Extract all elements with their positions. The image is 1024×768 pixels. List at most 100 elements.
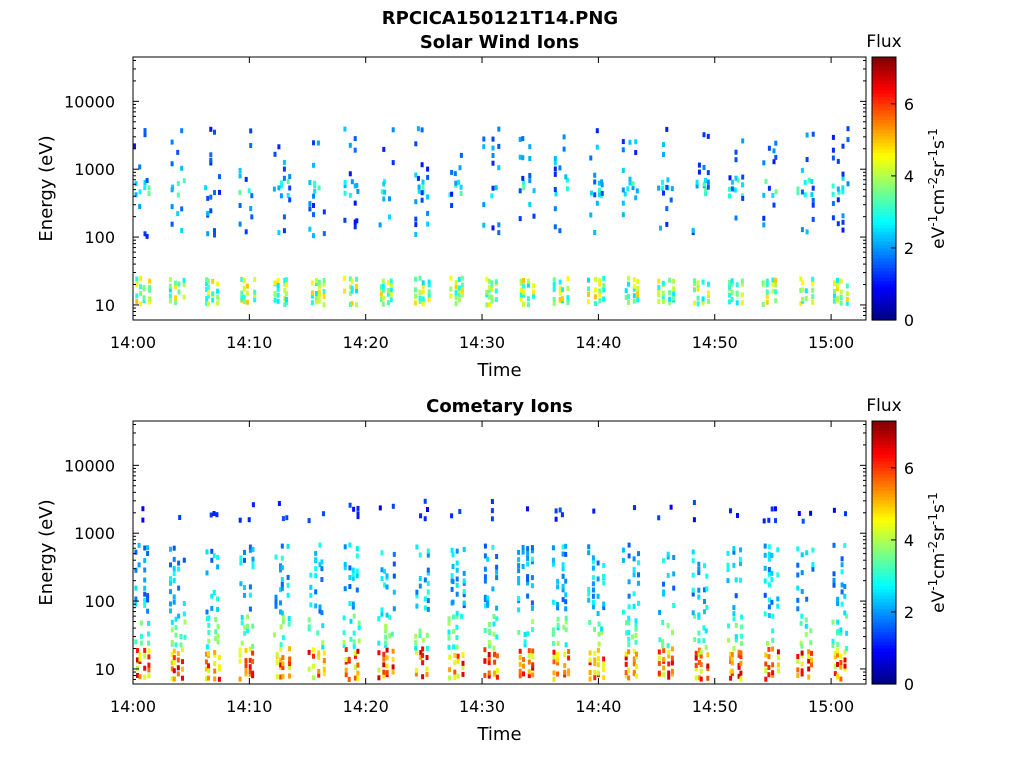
colorbar-step bbox=[872, 237, 896, 242]
heatmap-cell bbox=[240, 290, 244, 296]
heatmap-cell bbox=[632, 277, 636, 283]
heatmap-cell bbox=[383, 568, 387, 574]
heatmap-cell bbox=[356, 511, 360, 517]
plot-frame bbox=[132, 420, 867, 685]
heatmap-cell bbox=[485, 276, 489, 282]
heatmap-cell bbox=[213, 232, 216, 238]
heatmap-cell bbox=[593, 657, 597, 663]
panel-title: Cometary Ions bbox=[426, 396, 573, 417]
colorbar-step bbox=[872, 552, 896, 557]
colorbar-step bbox=[872, 585, 896, 590]
heatmap-cell bbox=[414, 232, 418, 237]
heatmap-cell bbox=[598, 277, 602, 283]
heatmap-cell bbox=[421, 184, 425, 190]
heatmap-cell bbox=[391, 160, 395, 166]
heatmap-cell bbox=[172, 566, 176, 572]
heatmap-cell bbox=[563, 669, 567, 675]
heatmap-cell bbox=[385, 573, 389, 579]
heatmap-cell bbox=[380, 607, 384, 613]
heatmap-cell bbox=[414, 141, 418, 147]
heatmap-cell bbox=[634, 195, 638, 201]
figure-title: RPCICA150121T14.PNG bbox=[382, 8, 618, 29]
heatmap-cell bbox=[593, 626, 596, 632]
heatmap-cell bbox=[627, 615, 631, 621]
heatmap-cell bbox=[526, 278, 530, 284]
heatmap-cell bbox=[356, 514, 360, 520]
heatmap-cell bbox=[522, 185, 526, 191]
heatmap-cell bbox=[807, 654, 811, 659]
heatmap-cell bbox=[216, 300, 220, 306]
heatmap-cell bbox=[807, 658, 811, 664]
heatmap-cell bbox=[526, 574, 530, 580]
heatmap-cell bbox=[528, 173, 532, 178]
heatmap-cell bbox=[670, 660, 674, 666]
heatmap-cell bbox=[667, 661, 671, 667]
heatmap-cell bbox=[356, 648, 360, 654]
colorbar-step bbox=[872, 172, 896, 176]
heatmap-cell bbox=[276, 278, 280, 284]
heatmap-cell bbox=[624, 661, 628, 667]
heatmap-cell bbox=[732, 616, 736, 622]
heatmap-cell bbox=[765, 282, 769, 287]
colorbar-title: Flux bbox=[866, 32, 901, 52]
heatmap-cell bbox=[729, 508, 732, 514]
heatmap-cell bbox=[661, 294, 665, 300]
heatmap-cell bbox=[413, 293, 417, 299]
heatmap-cell bbox=[811, 216, 815, 222]
heatmap-cell bbox=[591, 581, 595, 587]
heatmap-cell bbox=[564, 627, 568, 633]
heatmap-cell bbox=[667, 674, 671, 680]
heatmap-cell bbox=[248, 584, 252, 590]
heatmap-cell bbox=[176, 149, 180, 155]
heatmap-cell bbox=[204, 676, 208, 681]
heatmap-cell bbox=[282, 159, 286, 165]
heatmap-cell bbox=[588, 650, 592, 656]
heatmap-cell bbox=[493, 670, 497, 676]
heatmap-cell bbox=[662, 648, 666, 654]
heatmap-cell bbox=[455, 635, 459, 641]
heatmap-cell bbox=[462, 589, 466, 594]
heatmap-cell bbox=[425, 632, 429, 638]
heatmap-cell bbox=[732, 605, 736, 611]
heatmap-cell bbox=[138, 674, 142, 680]
heatmap-cell bbox=[314, 278, 318, 283]
heatmap-cell bbox=[839, 627, 843, 633]
heatmap-cell bbox=[602, 662, 606, 668]
colorbar-step bbox=[872, 218, 896, 222]
heatmap-cell bbox=[588, 670, 592, 675]
heatmap-cell bbox=[558, 165, 562, 171]
heatmap-cell bbox=[427, 282, 431, 288]
heatmap-cell bbox=[495, 605, 499, 611]
y-tick-label: 10000 bbox=[64, 456, 115, 475]
heatmap-cell bbox=[772, 202, 776, 208]
heatmap-cell bbox=[587, 597, 591, 603]
heatmap-cell bbox=[707, 293, 710, 298]
heatmap-cell bbox=[634, 618, 638, 624]
heatmap-cell bbox=[350, 179, 354, 185]
heatmap-cell bbox=[243, 630, 247, 636]
heatmap-cell bbox=[705, 586, 709, 592]
heatmap-cell bbox=[762, 160, 766, 166]
heatmap-cell bbox=[146, 608, 150, 614]
heatmap-cell bbox=[561, 296, 564, 302]
heatmap-cell bbox=[288, 656, 292, 662]
heatmap-cell bbox=[148, 296, 152, 302]
heatmap-cell bbox=[414, 640, 418, 646]
heatmap-cell bbox=[728, 175, 732, 181]
heatmap-cell bbox=[380, 550, 384, 556]
heatmap-cell bbox=[836, 642, 840, 647]
heatmap-cell bbox=[767, 544, 771, 550]
heatmap-cell bbox=[696, 295, 700, 301]
heatmap-cell bbox=[595, 144, 599, 150]
heatmap-cell bbox=[134, 639, 138, 645]
heatmap-cell bbox=[767, 613, 771, 618]
colorbar-step bbox=[872, 96, 896, 101]
heatmap-cell bbox=[493, 659, 497, 665]
heatmap-cell bbox=[379, 297, 383, 303]
heatmap-cell bbox=[587, 591, 591, 597]
heatmap-cell bbox=[274, 599, 278, 605]
heatmap-cell bbox=[483, 603, 487, 609]
heatmap-cell bbox=[491, 185, 495, 191]
heatmap-cell bbox=[389, 282, 393, 288]
heatmap-cell bbox=[382, 146, 386, 152]
